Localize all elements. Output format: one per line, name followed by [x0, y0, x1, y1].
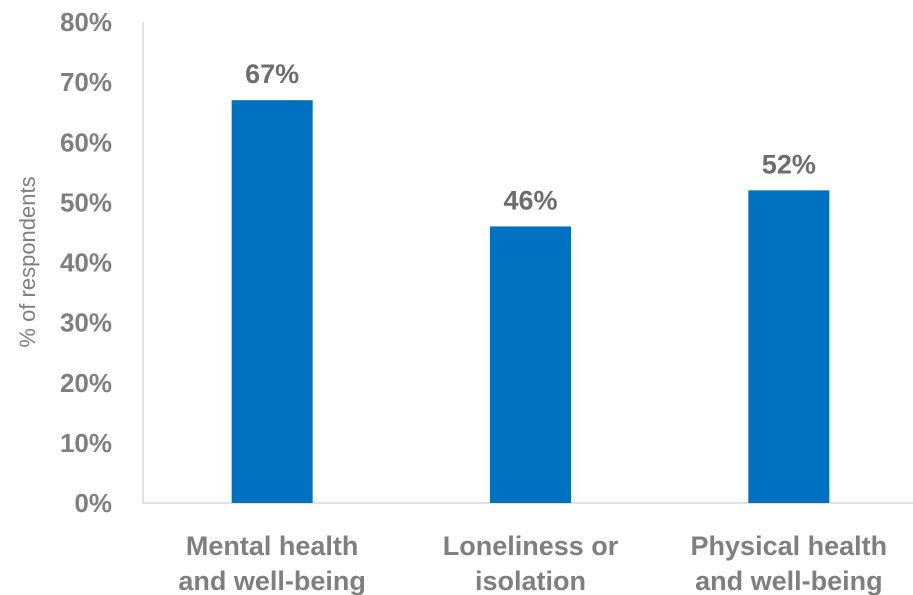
category-label: Mental health and well-being	[178, 531, 366, 595]
y-tick-label: 40%	[60, 248, 112, 278]
bars	[231, 100, 830, 504]
data-label: 52%	[762, 149, 816, 179]
category-label: Loneliness or isolation	[443, 531, 619, 595]
y-tick-label: 20%	[60, 368, 112, 398]
data-labels: 67% 46% 52%	[245, 59, 816, 215]
y-tick-label: 10%	[60, 428, 112, 458]
category-label: Physical health and well-being	[691, 531, 888, 595]
y-tick-label: 30%	[60, 308, 112, 338]
bar	[748, 190, 830, 503]
y-tick-label: 50%	[60, 187, 112, 217]
y-tick-label: 70%	[60, 67, 112, 97]
category-labels: Mental health and well-being Loneliness or…	[178, 531, 887, 595]
y-axis-ticks: 0% 10% 20% 30% 40% 50% 60% 70% 80%	[60, 7, 112, 518]
bar	[490, 226, 571, 504]
data-label: 67%	[245, 59, 299, 89]
y-tick-label: 60%	[60, 127, 112, 157]
y-tick-label: 80%	[60, 7, 112, 37]
y-tick-label: 0%	[74, 488, 112, 518]
bar	[231, 100, 313, 503]
data-label: 46%	[503, 185, 557, 215]
y-axis-label: % of respondents	[15, 176, 40, 347]
